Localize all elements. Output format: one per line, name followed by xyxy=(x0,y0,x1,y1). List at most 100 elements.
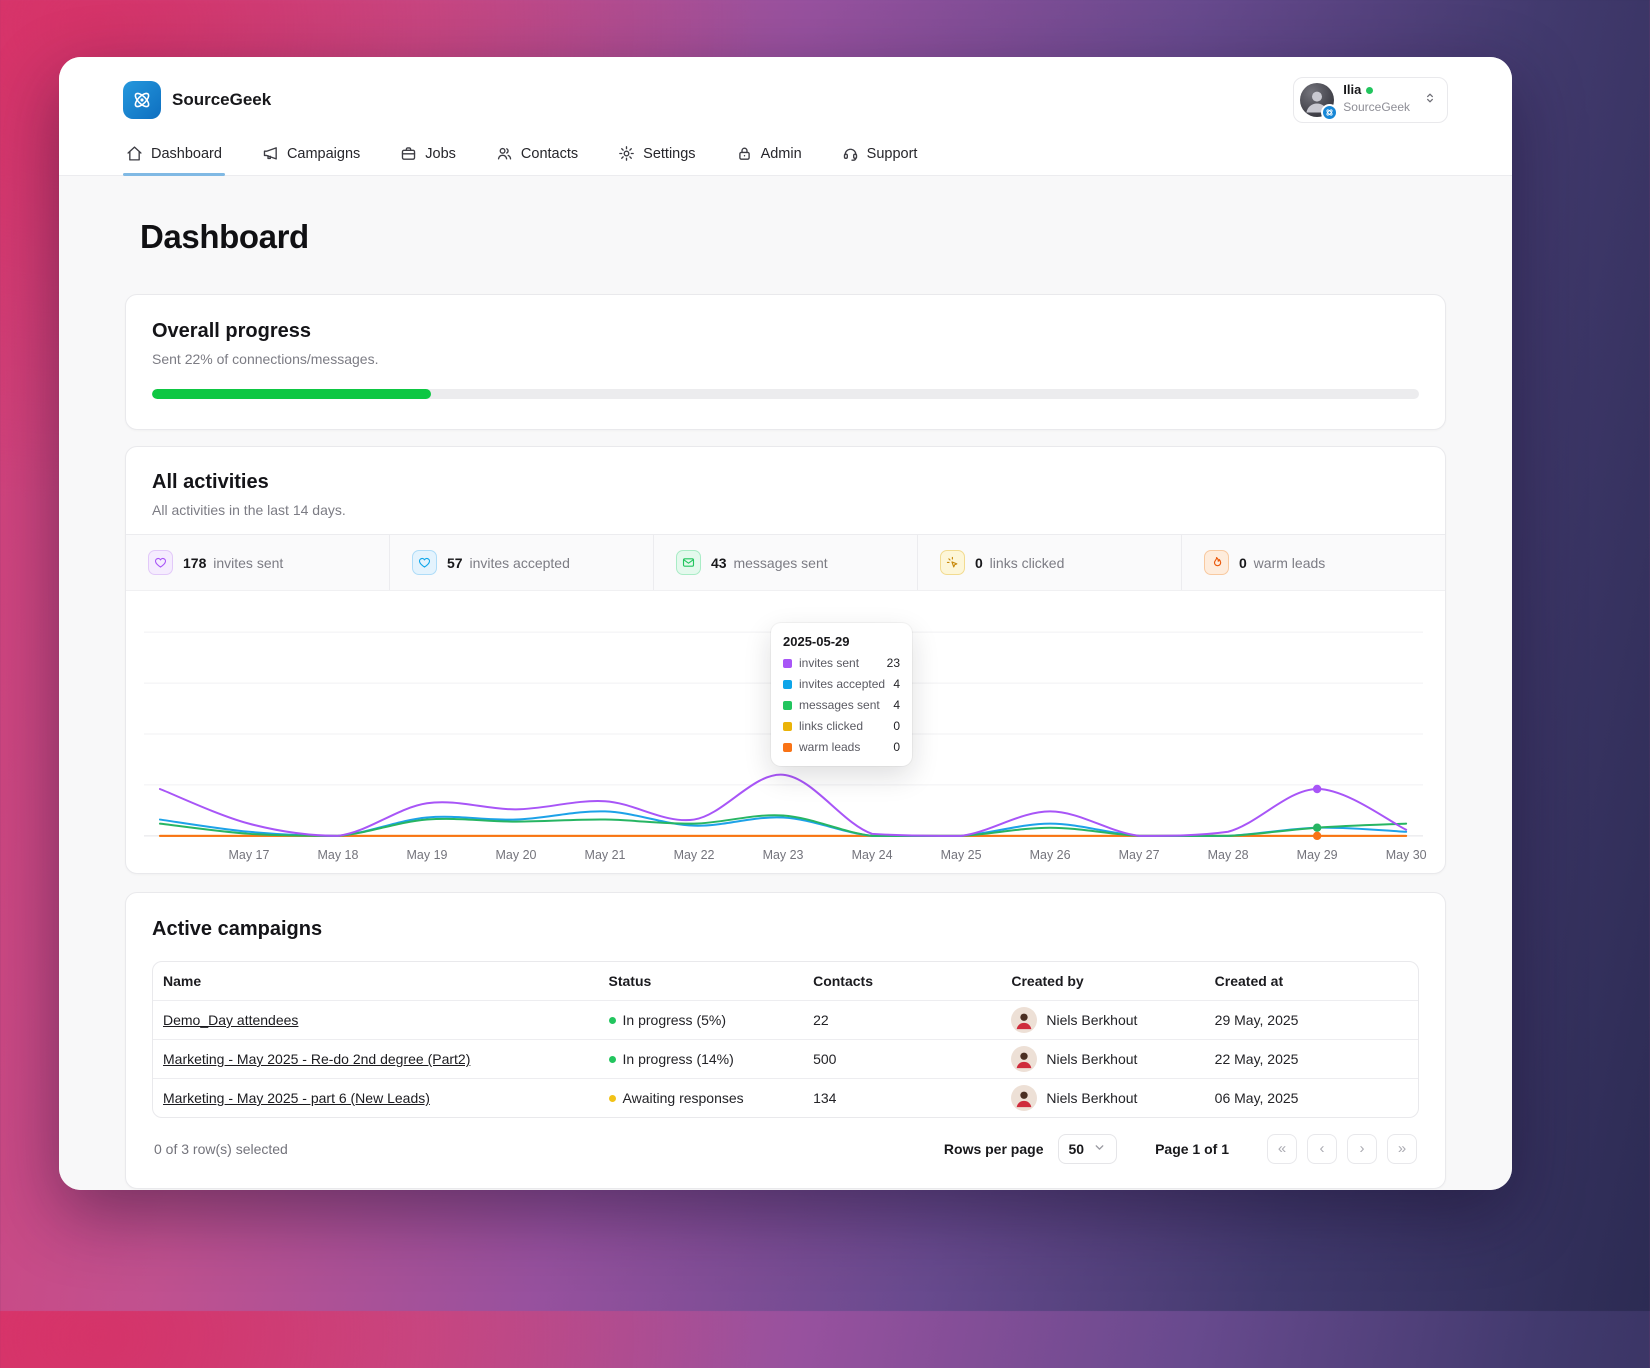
all-activities-subtitle: All activities in the last 14 days. xyxy=(152,502,346,518)
user-menu[interactable]: Ilia SourceGeek xyxy=(1293,77,1448,123)
tooltip-date: 2025-05-29 xyxy=(783,634,850,649)
status-cell: In progress (14%) xyxy=(608,1051,814,1067)
stat-text: 178 invites sent xyxy=(183,554,284,571)
brand-name: SourceGeek xyxy=(172,90,272,109)
svg-text:May 25: May 25 xyxy=(941,848,982,862)
status-dot xyxy=(608,1016,616,1024)
table-row: Demo_Day attendees In progress (5%) 22 Niel… xyxy=(153,1000,1418,1039)
stat-invites-sent: 178 invites sent xyxy=(126,535,389,590)
status-text: In progress (14%) xyxy=(622,1051,734,1067)
active-campaigns-title: Active campaigns xyxy=(152,918,323,940)
last-page-button[interactable]: » xyxy=(1387,1134,1417,1164)
series-swatch xyxy=(783,742,792,752)
first-page-button[interactable]: « xyxy=(1267,1134,1297,1164)
svg-text:May 27: May 27 xyxy=(1119,848,1160,862)
table-row: Marketing - May 2025 - part 6 (New Leads… xyxy=(153,1078,1418,1117)
campaign-link[interactable]: Marketing - May 2025 - Re-do 2nd degree … xyxy=(163,1051,471,1067)
all-activities-card: All activities All activities in the las… xyxy=(125,446,1446,874)
table-header-row: Name Status Contacts Created by Created at xyxy=(153,962,1418,1000)
nav-item-contacts[interactable]: Contacts xyxy=(493,137,581,175)
rows-per-page-value: 50 xyxy=(1068,1141,1085,1157)
svg-text:May 19: May 19 xyxy=(407,848,448,862)
status-text: In progress (5%) xyxy=(622,1012,726,1028)
series-label: invites sent xyxy=(799,656,860,670)
nav-label: Contacts xyxy=(520,145,579,162)
series-value: 0 xyxy=(893,719,900,733)
status-cell: In progress (5%) xyxy=(608,1012,814,1028)
series-swatch xyxy=(783,658,792,668)
flame-icon xyxy=(1204,550,1229,575)
nav-label: Admin xyxy=(760,145,802,162)
creator-name: Niels Berkhout xyxy=(1046,1012,1138,1028)
table-row: Marketing - May 2025 - Re-do 2nd degree … xyxy=(153,1039,1418,1078)
next-page-button[interactable]: › xyxy=(1347,1134,1377,1164)
org-badge-icon xyxy=(1321,104,1339,121)
svg-text:May 30: May 30 xyxy=(1386,848,1427,862)
brand: SourceGeek xyxy=(123,81,271,119)
nav-label: Campaigns xyxy=(286,145,361,162)
tooltip-row-links-clicked: links clicked 0 xyxy=(783,719,900,733)
user-org: SourceGeek xyxy=(1343,100,1410,115)
svg-text:May 22: May 22 xyxy=(674,848,715,862)
activity-stats-row: 178 invites sent 57 invites accepted 43 me… xyxy=(126,534,1445,591)
tooltip-row-invites-sent: invites sent 23 xyxy=(783,656,900,670)
prev-page-button[interactable]: ‹ xyxy=(1307,1134,1337,1164)
main-nav: Dashboard Campaigns Jobs Contacts Settings Ad… xyxy=(59,137,1512,176)
stat-warm-leads: 0 warm leads xyxy=(1181,535,1445,590)
pagination-controls: « ‹ › » xyxy=(1267,1134,1417,1164)
nav-item-settings[interactable]: Settings xyxy=(615,137,698,175)
creator-avatar xyxy=(1011,1007,1038,1033)
nav-label: Support xyxy=(866,145,918,162)
series-swatch xyxy=(783,700,792,710)
creator-name: Niels Berkhout xyxy=(1046,1051,1138,1067)
series-value: 4 xyxy=(893,698,900,712)
nav-item-dashboard[interactable]: Dashboard xyxy=(123,137,225,176)
stat-invites-accepted: 57 invites accepted xyxy=(389,535,653,590)
nav-item-admin[interactable]: Admin xyxy=(733,137,805,175)
chevron-down-icon xyxy=(1093,1141,1106,1157)
all-activities-title: All activities xyxy=(152,471,269,493)
rows-per-page-select[interactable]: 50 xyxy=(1057,1134,1118,1164)
nav-label: Jobs xyxy=(425,145,456,162)
users-icon xyxy=(496,145,513,162)
briefcase-icon xyxy=(400,145,417,162)
page-indicator: Page 1 of 1 xyxy=(1155,1141,1229,1157)
series-value: 4 xyxy=(893,677,900,691)
svg-text:May 24: May 24 xyxy=(852,848,893,862)
nav-item-support[interactable]: Support xyxy=(839,137,921,175)
creator-name: Niels Berkhout xyxy=(1046,1090,1138,1106)
status-text: Awaiting responses xyxy=(622,1090,744,1106)
tooltip-row-warm-leads: warm leads 0 xyxy=(783,740,900,754)
created-by-cell: Niels Berkhout xyxy=(1011,1046,1214,1072)
series-value: 0 xyxy=(893,740,900,754)
rows-selected-text: 0 of 3 row(s) selected xyxy=(154,1141,288,1157)
page-title: Dashboard xyxy=(140,218,309,255)
svg-text:May 23: May 23 xyxy=(763,848,804,862)
series-swatch xyxy=(783,679,792,689)
activity-line-chart[interactable]: May 17 May 18 May 19 May 20 May 21 May 22 May … xyxy=(126,605,1441,867)
series-label: links clicked xyxy=(799,719,864,733)
nav-item-campaigns[interactable]: Campaigns xyxy=(259,137,363,175)
nav-label: Dashboard xyxy=(151,145,222,162)
column-header-status: Status xyxy=(608,973,652,989)
svg-text:May 29: May 29 xyxy=(1297,848,1338,862)
campaign-link[interactable]: Marketing - May 2025 - part 6 (New Leads… xyxy=(163,1090,430,1106)
status-cell: Awaiting responses xyxy=(608,1090,814,1106)
campaign-link[interactable]: Demo_Day attendees xyxy=(163,1012,299,1028)
column-header-contacts: Contacts xyxy=(813,973,873,989)
nav-item-jobs[interactable]: Jobs xyxy=(397,137,459,175)
progress-bar-fill xyxy=(152,389,431,399)
column-header-created-by: Created by xyxy=(1011,973,1084,989)
created-at: 29 May, 2025 xyxy=(1214,1012,1299,1028)
creator-avatar xyxy=(1011,1085,1038,1111)
svg-text:May 20: May 20 xyxy=(496,848,537,862)
megaphone-icon xyxy=(262,145,279,162)
contacts-count: 134 xyxy=(813,1090,837,1106)
created-by-cell: Niels Berkhout xyxy=(1011,1085,1214,1111)
overall-progress-subtitle: Sent 22% of connections/messages. xyxy=(152,351,379,367)
headset-icon xyxy=(842,145,859,162)
sourcegeek-logo-icon xyxy=(123,81,161,119)
heart-icon xyxy=(148,550,173,575)
nav-label: Settings xyxy=(643,145,696,162)
chevron-up-down-icon xyxy=(1423,91,1437,110)
